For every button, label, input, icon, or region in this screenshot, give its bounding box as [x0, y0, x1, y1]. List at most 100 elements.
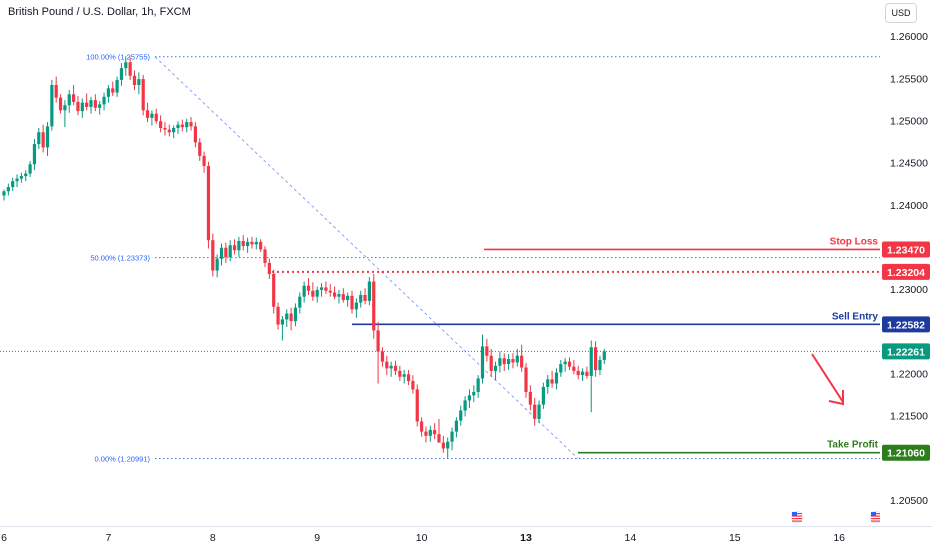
candle-body: [50, 84, 54, 127]
candle: [441, 435, 445, 453]
candle-body: [72, 94, 76, 102]
candle-body: [433, 429, 437, 435]
candle: [489, 348, 493, 377]
fib-level-label: 0.00% (1.20991): [95, 455, 151, 464]
price-tick-label: 1.21500: [890, 411, 928, 423]
candle-body: [167, 129, 171, 133]
candle: [198, 138, 202, 161]
candle: [594, 341, 598, 377]
candle-body: [537, 404, 541, 419]
candle-body: [246, 241, 250, 247]
candle-body: [285, 313, 289, 320]
candle: [393, 360, 398, 376]
candle: [28, 160, 32, 177]
candle: [98, 101, 102, 115]
candle-body: [80, 102, 84, 112]
candle-body: [115, 79, 119, 93]
price-tag-label: 1.22582: [887, 319, 925, 331]
candle: [159, 115, 163, 133]
price-tick-label: 1.24500: [890, 158, 928, 170]
price-tick-label: 1.22000: [890, 368, 928, 380]
currency-selector[interactable]: USD: [885, 3, 917, 23]
candle-body: [211, 240, 215, 271]
candle: [163, 122, 167, 136]
candle: [293, 303, 298, 327]
price-axis[interactable]: 1.26000 1.25500 1.25000 1.24500 1.24000 1.230…: [880, 0, 932, 526]
time-axis[interactable]: 6 7 8 9 10 13 14 15 16: [1, 532, 845, 544]
candle-body: [328, 290, 332, 293]
candle-body: [159, 121, 163, 129]
candle: [354, 298, 358, 318]
candle-body: [189, 122, 193, 127]
candle: [145, 102, 150, 123]
candle-body: [424, 431, 428, 436]
candle: [493, 361, 498, 381]
price-tag-label: 1.23204: [887, 267, 925, 279]
candle: [67, 90, 71, 113]
candle: [202, 151, 206, 173]
candle: [311, 282, 315, 301]
candle-body: [28, 164, 32, 174]
candle-body: [298, 296, 302, 308]
candle-body: [372, 281, 376, 331]
candle: [111, 81, 115, 96]
candle: [524, 363, 528, 398]
candle-body: [502, 358, 506, 365]
candle-body: [293, 307, 298, 322]
candle: [502, 353, 506, 371]
trade-levels[interactable]: Stop Loss Sell Entry Take Profit: [0, 236, 880, 454]
candle-body: [572, 366, 576, 371]
candle: [437, 418, 441, 443]
candle-body: [480, 346, 485, 379]
candle: [559, 359, 563, 377]
candle-body: [172, 128, 176, 133]
candle-body: [337, 294, 341, 297]
candle-body: [459, 410, 463, 421]
price-tag-label: 1.23470: [887, 244, 925, 256]
candle: [193, 122, 197, 148]
candle: [41, 124, 45, 153]
candle-body: [528, 391, 532, 405]
candle: [433, 423, 437, 440]
candle: [406, 370, 411, 386]
candlestick-series: [2, 56, 606, 459]
candle-body: [420, 421, 424, 432]
flag-stripe: [792, 520, 802, 522]
candle-body: [441, 442, 445, 449]
candle-body: [507, 359, 511, 365]
price-tick-label: 1.26000: [890, 31, 928, 43]
candle-body: [259, 241, 263, 250]
candle: [276, 302, 280, 330]
candle-body: [346, 295, 350, 301]
candle-body: [541, 386, 545, 405]
candle: [106, 84, 110, 103]
candle-body: [559, 364, 563, 373]
candle: [541, 382, 545, 409]
candle: [585, 366, 589, 379]
candle-body: [550, 379, 554, 384]
candle-body: [132, 75, 137, 85]
candle-body: [450, 431, 454, 442]
candle-body: [389, 365, 393, 369]
current-price-label: 1.22261: [887, 346, 925, 358]
candle: [80, 98, 84, 118]
candle: [537, 400, 541, 424]
candle: [45, 122, 50, 156]
candle: [546, 375, 550, 394]
candle-body: [228, 245, 232, 258]
candle-body: [198, 142, 202, 156]
candle-body: [32, 144, 37, 165]
candle: [428, 425, 432, 442]
candle-body: [6, 187, 10, 192]
flag-stripe: [792, 515, 802, 517]
candle-body: [163, 128, 167, 130]
price-tick-label: 1.23000: [890, 284, 928, 296]
candle: [467, 389, 472, 408]
time-tick-label: 9: [314, 532, 320, 544]
fibonacci-retracement[interactable]: 100.00% (1.25755) 50.00% (1.23373) 0.00% (…: [86, 53, 880, 464]
candle: [141, 74, 145, 116]
candle-body: [315, 289, 319, 297]
candle: [528, 385, 532, 411]
candle: [263, 246, 267, 268]
